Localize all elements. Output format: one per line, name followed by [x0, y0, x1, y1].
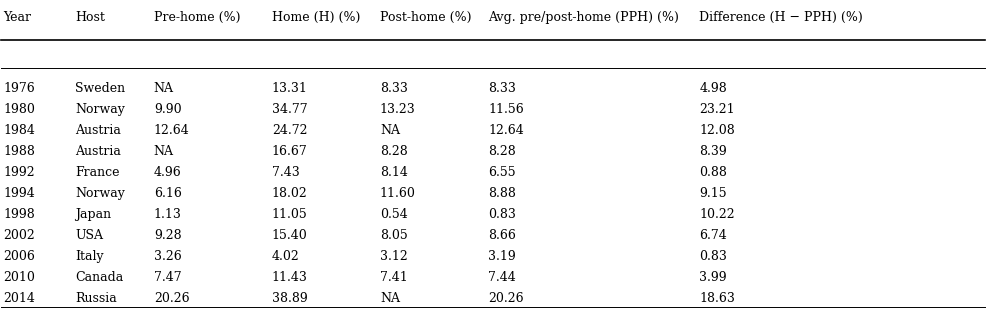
Text: Canada: Canada: [75, 271, 123, 284]
Text: 8.28: 8.28: [488, 145, 516, 158]
Text: Japan: Japan: [75, 208, 111, 221]
Text: 13.31: 13.31: [272, 82, 308, 95]
Text: 8.28: 8.28: [380, 145, 407, 158]
Text: 16.67: 16.67: [272, 145, 308, 158]
Text: 8.33: 8.33: [380, 82, 408, 95]
Text: 2014: 2014: [3, 292, 35, 305]
Text: 4.96: 4.96: [154, 166, 181, 179]
Text: 1994: 1994: [3, 187, 35, 200]
Text: 8.33: 8.33: [488, 82, 516, 95]
Text: 3.12: 3.12: [380, 250, 407, 263]
Text: 4.98: 4.98: [699, 82, 728, 95]
Text: 15.40: 15.40: [272, 229, 308, 242]
Text: Home (H) (%): Home (H) (%): [272, 11, 360, 24]
Text: 1984: 1984: [3, 124, 35, 137]
Text: 2006: 2006: [3, 250, 35, 263]
Text: Difference (H − PPH) (%): Difference (H − PPH) (%): [699, 11, 863, 24]
Text: 0.88: 0.88: [699, 166, 728, 179]
Text: 8.39: 8.39: [699, 145, 728, 158]
Text: 7.44: 7.44: [488, 271, 516, 284]
Text: 11.56: 11.56: [488, 103, 524, 116]
Text: France: France: [75, 166, 119, 179]
Text: 7.47: 7.47: [154, 271, 181, 284]
Text: 1976: 1976: [3, 82, 35, 95]
Text: 20.26: 20.26: [488, 292, 524, 305]
Text: 9.28: 9.28: [154, 229, 181, 242]
Text: 23.21: 23.21: [699, 103, 736, 116]
Text: Norway: Norway: [75, 103, 125, 116]
Text: 7.41: 7.41: [380, 271, 407, 284]
Text: NA: NA: [380, 292, 400, 305]
Text: Avg. pre/post-home (PPH) (%): Avg. pre/post-home (PPH) (%): [488, 11, 679, 24]
Text: 8.05: 8.05: [380, 229, 407, 242]
Text: Austria: Austria: [75, 124, 121, 137]
Text: Pre-home (%): Pre-home (%): [154, 11, 241, 24]
Text: 24.72: 24.72: [272, 124, 308, 137]
Text: 2010: 2010: [3, 271, 35, 284]
Text: Norway: Norway: [75, 187, 125, 200]
Text: 10.22: 10.22: [699, 208, 736, 221]
Text: 3.99: 3.99: [699, 271, 727, 284]
Text: NA: NA: [154, 145, 174, 158]
Text: 6.16: 6.16: [154, 187, 181, 200]
Text: 8.14: 8.14: [380, 166, 408, 179]
Text: 12.64: 12.64: [154, 124, 189, 137]
Text: 0.83: 0.83: [699, 250, 728, 263]
Text: 12.64: 12.64: [488, 124, 524, 137]
Text: 9.90: 9.90: [154, 103, 181, 116]
Text: Post-home (%): Post-home (%): [380, 11, 471, 24]
Text: 18.02: 18.02: [272, 187, 308, 200]
Text: 20.26: 20.26: [154, 292, 189, 305]
Text: Italy: Italy: [75, 250, 104, 263]
Text: NA: NA: [380, 124, 400, 137]
Text: Year: Year: [3, 11, 32, 24]
Text: 1998: 1998: [3, 208, 35, 221]
Text: 11.05: 11.05: [272, 208, 308, 221]
Text: 6.74: 6.74: [699, 229, 728, 242]
Text: USA: USA: [75, 229, 104, 242]
Text: 12.08: 12.08: [699, 124, 736, 137]
Text: 0.54: 0.54: [380, 208, 407, 221]
Text: 18.63: 18.63: [699, 292, 736, 305]
Text: 1988: 1988: [3, 145, 35, 158]
Text: 1980: 1980: [3, 103, 35, 116]
Text: 4.02: 4.02: [272, 250, 300, 263]
Text: Russia: Russia: [75, 292, 117, 305]
Text: 3.19: 3.19: [488, 250, 516, 263]
Text: Host: Host: [75, 11, 105, 24]
Text: 6.55: 6.55: [488, 166, 516, 179]
Text: 11.60: 11.60: [380, 187, 416, 200]
Text: 8.66: 8.66: [488, 229, 516, 242]
Text: 7.43: 7.43: [272, 166, 300, 179]
Text: 11.43: 11.43: [272, 271, 308, 284]
Text: 1.13: 1.13: [154, 208, 181, 221]
Text: 8.88: 8.88: [488, 187, 516, 200]
Text: 2002: 2002: [3, 229, 35, 242]
Text: Sweden: Sweden: [75, 82, 125, 95]
Text: 3.26: 3.26: [154, 250, 181, 263]
Text: NA: NA: [154, 82, 174, 95]
Text: 38.89: 38.89: [272, 292, 308, 305]
Text: Austria: Austria: [75, 145, 121, 158]
Text: 1992: 1992: [3, 166, 35, 179]
Text: 34.77: 34.77: [272, 103, 308, 116]
Text: 0.83: 0.83: [488, 208, 516, 221]
Text: 9.15: 9.15: [699, 187, 727, 200]
Text: 13.23: 13.23: [380, 103, 416, 116]
